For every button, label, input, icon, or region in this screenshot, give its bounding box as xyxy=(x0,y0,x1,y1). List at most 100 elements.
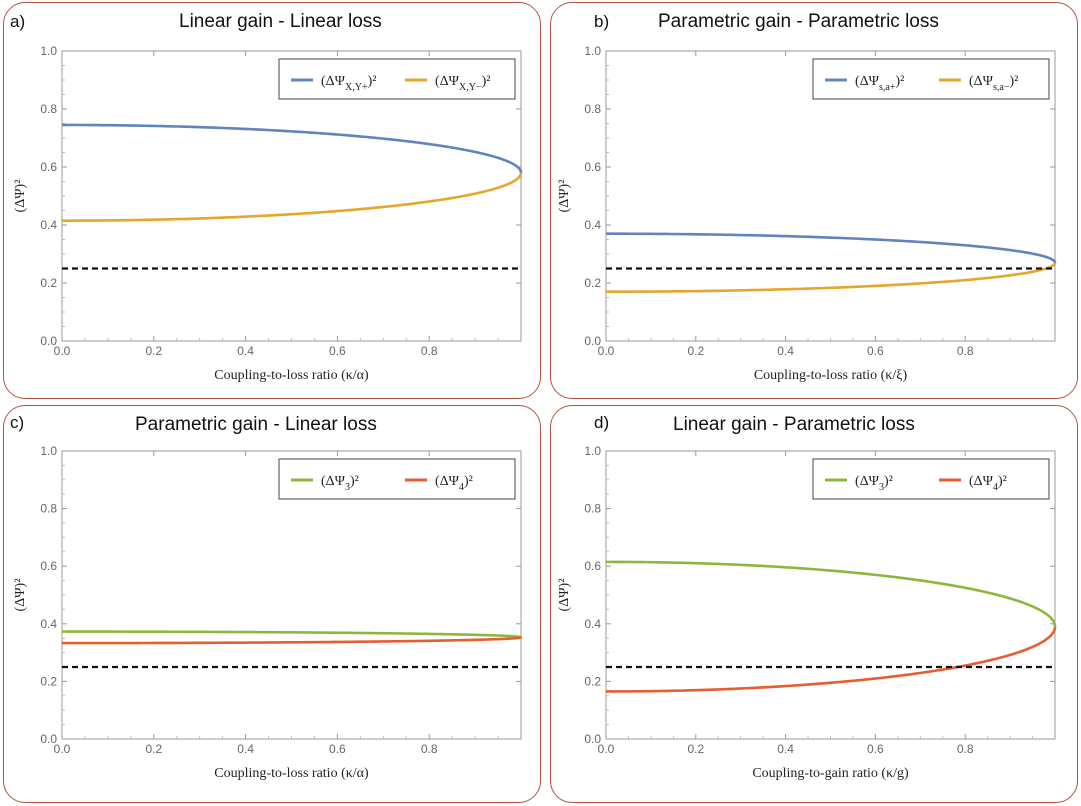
x-tick-label: 0.0 xyxy=(54,344,71,358)
legend-entry: (ΔΨX,Y−)² xyxy=(435,74,490,93)
x-tick-label: 0.6 xyxy=(329,344,346,358)
legend-entry-tail: )² xyxy=(368,74,377,89)
x-axis-label: Coupling-to-loss ratio (κ/α) xyxy=(214,766,369,781)
x-tick-label: 0.8 xyxy=(957,742,974,756)
y-tick-label: 0.0 xyxy=(40,732,57,746)
y-axis-label: (ΔΨ)² xyxy=(557,180,572,213)
legend-entry-sub: 3 xyxy=(879,482,884,493)
y-tick-label: 0.2 xyxy=(40,674,57,688)
chart-a-svg: a) Linear gain - Linear loss 0.0 0.2 0.4 0.6 0… xyxy=(10,11,523,383)
legend-entry-main: (ΔΨ xyxy=(855,474,880,489)
y-axis-label: (ΔΨ)² xyxy=(557,579,572,612)
x-tick-label: 0.6 xyxy=(329,742,346,756)
series-line-1 xyxy=(62,636,523,645)
y-axis-label: (ΔΨ)² xyxy=(13,180,28,213)
legend-entry-sub: s,a+ xyxy=(879,82,896,93)
legend-entry-sub: s,a− xyxy=(993,82,1010,93)
y-tick-label: 0.8 xyxy=(40,502,57,516)
series-line-0 xyxy=(62,630,523,639)
y-tick-label: 0.0 xyxy=(584,334,601,348)
legend-entry: (ΔΨs,a+)² xyxy=(855,74,904,93)
chart-panel-b: b) Parametric gain - Parametric loss 0.0 0.… xyxy=(550,2,1078,399)
legend-entry-tail: )² xyxy=(998,474,1007,489)
y-tick-label: 0.4 xyxy=(584,617,601,631)
x-tick-label: 0.2 xyxy=(687,344,704,358)
y-tick-label: 1.0 xyxy=(40,44,57,58)
x-tick-label: 0.0 xyxy=(54,742,71,756)
series-line-0 xyxy=(606,560,1057,627)
x-tick-label: 0.4 xyxy=(237,742,254,756)
x-axis-label: Coupling-to-gain ratio (κ/g) xyxy=(752,766,909,781)
chart-title: Linear gain - Linear loss xyxy=(179,11,382,32)
legend-box xyxy=(812,58,1050,100)
legend-entry: (ΔΨ3)² xyxy=(321,474,359,493)
series-line-1 xyxy=(606,262,1057,293)
legend-entry-tail: )² xyxy=(464,474,473,489)
legend-entry-main: (ΔΨ xyxy=(969,474,994,489)
chart-title: Linear gain - Parametric loss xyxy=(673,414,915,435)
legend-box xyxy=(812,458,1050,500)
chart-title: Parametric gain - Parametric loss xyxy=(658,11,939,32)
y-tick-label: 0.8 xyxy=(40,102,57,116)
legend-entry-main: (ΔΨ xyxy=(321,474,346,489)
legend-entry-main: (ΔΨ xyxy=(321,74,346,89)
legend-entry-main: (ΔΨ xyxy=(969,74,994,89)
chart-panel-d: d) Linear gain - Parametric loss 0.0 0.2 0.4… xyxy=(550,405,1078,803)
legend-entry-sub: X,Y− xyxy=(459,82,482,93)
y-tick-label: 1.0 xyxy=(584,444,601,458)
panel-letter: b) xyxy=(594,12,609,31)
chart-c-svg: c) Parametric gain - Linear loss 0.0 0.2 0.4… xyxy=(10,413,523,781)
y-tick-label: 0.8 xyxy=(584,102,601,116)
legend-entry-sub: 4 xyxy=(459,482,464,493)
x-tick-label: 0.4 xyxy=(777,742,794,756)
legend-entry-main: (ΔΨ xyxy=(855,74,880,89)
legend-entry-tail: )² xyxy=(1009,74,1018,89)
legend-entry-tail: )² xyxy=(482,74,491,89)
legend-entry: (ΔΨs,a−)² xyxy=(969,74,1018,93)
chart-title: Parametric gain - Linear loss xyxy=(135,414,377,435)
series-line-0 xyxy=(606,232,1057,263)
x-tick-label: 0.2 xyxy=(145,742,162,756)
chart-d-svg: d) Linear gain - Parametric loss 0.0 0.2 0.4… xyxy=(557,413,1057,781)
y-tick-label: 1.0 xyxy=(40,444,57,458)
x-tick-label: 0.4 xyxy=(237,344,254,358)
x-axis-label: Coupling-to-loss ratio (κ/ξ) xyxy=(754,368,908,383)
x-tick-label: 0.8 xyxy=(421,742,438,756)
y-tick-label: 0.2 xyxy=(584,674,601,688)
x-tick-label: 0.2 xyxy=(687,742,704,756)
panel-letter: a) xyxy=(10,12,25,31)
legend-entry-sub: X,Y+ xyxy=(345,82,368,93)
y-tick-label: 0.2 xyxy=(584,276,601,290)
legend-entry: (ΔΨ4)² xyxy=(969,474,1007,493)
series-line-0 xyxy=(62,123,523,173)
legend-entry-tail: )² xyxy=(350,474,359,489)
legend-entry: (ΔΨX,Y+)² xyxy=(321,74,376,93)
legend-entry-sub: 3 xyxy=(345,482,350,493)
y-tick-label: 0.4 xyxy=(40,617,57,631)
x-tick-label: 0.2 xyxy=(145,344,162,358)
y-axis-label: (ΔΨ)² xyxy=(13,579,28,612)
x-tick-label: 0.6 xyxy=(867,742,884,756)
legend-entry-main: (ΔΨ xyxy=(435,474,460,489)
y-tick-label: 0.6 xyxy=(40,559,57,573)
legend-entry: (ΔΨ4)² xyxy=(435,474,473,493)
y-tick-label: 0.0 xyxy=(584,732,601,746)
chart-panel-a: a) Linear gain - Linear loss 0.0 0.2 0.4 0.6 0… xyxy=(3,2,541,399)
series-line-1 xyxy=(606,626,1057,693)
y-tick-label: 0.6 xyxy=(40,160,57,174)
y-tick-label: 0.2 xyxy=(40,276,57,290)
y-tick-label: 0.8 xyxy=(584,502,601,516)
y-tick-label: 0.4 xyxy=(584,218,601,232)
chart-panel-c: c) Parametric gain - Linear loss 0.0 0.2 0.4… xyxy=(3,405,541,803)
legend-entry: (ΔΨ3)² xyxy=(855,474,893,493)
panel-letter: c) xyxy=(10,413,24,432)
x-tick-label: 0.0 xyxy=(598,742,615,756)
series-line-1 xyxy=(62,172,523,222)
legend-entry-tail: )² xyxy=(895,74,904,89)
x-tick-label: 0.8 xyxy=(421,344,438,358)
legend-entry-sub: 4 xyxy=(993,482,998,493)
x-tick-label: 0.4 xyxy=(777,344,794,358)
x-tick-label: 0.0 xyxy=(598,344,615,358)
x-tick-label: 0.8 xyxy=(957,344,974,358)
